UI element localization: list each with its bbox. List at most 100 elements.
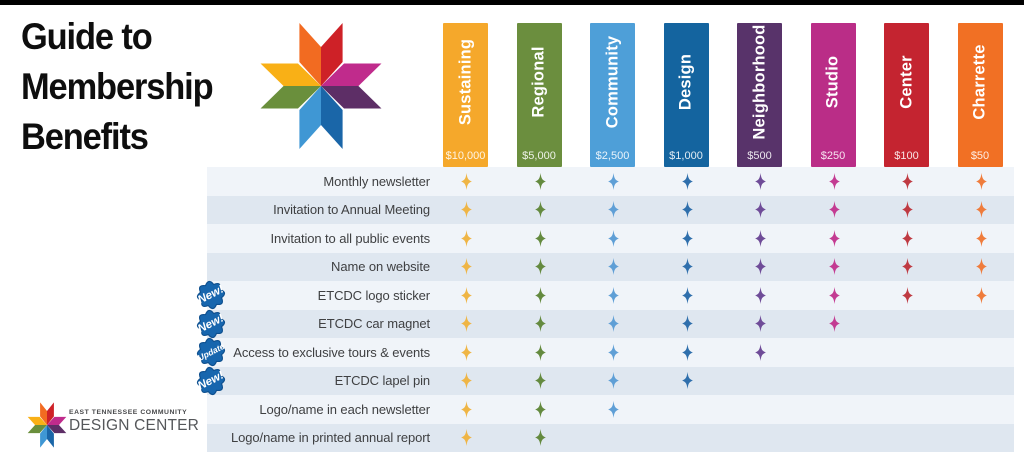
benefit-cell	[651, 424, 725, 453]
benefit-label: Access to exclusive tours & events	[233, 344, 430, 360]
tier-column-regional: Regional $5,000	[516, 23, 562, 167]
benefit-cell	[724, 310, 798, 339]
benefit-cell	[871, 224, 945, 253]
star-icon	[681, 229, 693, 247]
benefit-cell	[724, 338, 798, 367]
star-icon	[461, 372, 473, 390]
benefit-cell	[871, 167, 945, 196]
tier-price: $50	[970, 150, 990, 162]
tier-price: $1,000	[669, 150, 703, 162]
page-title-line: Guide to	[21, 16, 153, 57]
star-icon	[975, 286, 987, 304]
benefit-cell	[945, 196, 1019, 225]
badge-label: New!	[196, 368, 226, 393]
benefit-cell	[651, 281, 725, 310]
tier-column-charrette: Charrette $50	[957, 23, 1003, 167]
footer-org-title: DESIGN CENTER	[69, 417, 200, 434]
benefit-cell	[945, 224, 1019, 253]
star-icon	[828, 258, 840, 276]
benefit-label: Logo/name in printed annual report	[231, 430, 430, 446]
benefit-cell	[430, 281, 504, 310]
benefit-cell	[871, 281, 945, 310]
tier-column-community: Community $2,500	[590, 23, 635, 167]
star-icon	[534, 315, 546, 333]
star-icon	[534, 286, 546, 304]
star-icon	[681, 315, 693, 333]
benefit-cell	[430, 224, 504, 253]
new-badge: New!	[193, 306, 229, 342]
benefit-cell	[651, 395, 725, 424]
star-icon	[461, 229, 473, 247]
benefit-label: ETCDC logo sticker	[317, 287, 430, 303]
tier-price: $250	[820, 150, 846, 162]
star-icon	[681, 172, 693, 190]
star-icon	[681, 258, 693, 276]
benefit-label: ETCDC lapel pin	[334, 373, 430, 389]
benefit-cell	[577, 167, 651, 196]
benefit-cell	[430, 196, 504, 225]
badge-blob-icon	[196, 337, 226, 367]
star-icon	[828, 201, 840, 219]
star-icon	[461, 258, 473, 276]
benefit-cell	[871, 367, 945, 396]
benefit-cell	[724, 196, 798, 225]
star-icon	[828, 229, 840, 247]
etcdc-logo-small	[27, 402, 67, 448]
star-icon	[534, 229, 546, 247]
benefit-cell	[945, 310, 1019, 339]
star-icon	[608, 286, 620, 304]
benefit-label: ETCDC car magnet	[318, 316, 430, 332]
star-icon	[461, 201, 473, 219]
tier-price: $100	[894, 150, 919, 162]
footer-org-name: EAST TENNESSEE COMMUNITY	[69, 409, 188, 416]
benefit-cell	[430, 253, 504, 282]
badge-blob-icon	[196, 366, 226, 395]
etcdc-logo-large	[260, 23, 382, 149]
table-row: New! ETCDC lapel pin	[196, 366, 1014, 396]
star-icon	[461, 400, 473, 418]
benefit-cell	[430, 167, 504, 196]
benefit-cell	[430, 367, 504, 396]
star-icon	[608, 400, 620, 418]
benefit-cells	[430, 367, 1014, 396]
page-title-line: Membership	[21, 65, 214, 107]
benefit-cell	[724, 281, 798, 310]
tier-name: Center	[897, 55, 915, 109]
benefit-cells	[430, 310, 1014, 339]
benefit-label: Invitation to Annual Meeting	[273, 202, 430, 218]
benefit-cell	[724, 167, 798, 196]
benefit-cell	[577, 196, 651, 225]
benefit-cell	[504, 424, 578, 453]
benefit-cell	[504, 338, 578, 367]
benefit-label: Invitation to all public events	[270, 230, 431, 246]
benefit-cell	[651, 253, 725, 282]
tier-name: Neighborhood	[750, 24, 768, 140]
benefit-cell	[798, 424, 872, 453]
benefit-cell	[798, 395, 872, 424]
benefit-cell	[798, 167, 872, 196]
benefit-cell	[577, 338, 651, 367]
benefit-cell	[945, 281, 1019, 310]
benefit-cell	[430, 424, 504, 453]
star-icon	[975, 258, 987, 276]
tier-name: Design	[676, 53, 695, 111]
table-row: Monthly newsletter	[207, 167, 1014, 196]
benefit-cell	[504, 367, 578, 396]
tier-price: $5,000	[522, 150, 556, 162]
benefit-cell	[871, 253, 945, 282]
update-badge: Update	[193, 334, 229, 370]
tier-name: Sustaining	[456, 38, 474, 126]
benefit-cells	[430, 395, 1014, 424]
top-black-strip	[0, 0, 1024, 5]
star-icon	[755, 229, 767, 247]
star-icon	[975, 201, 987, 219]
table-row: Update Access to exclusive tours & event…	[196, 337, 1014, 367]
tier-name: Studio	[823, 55, 842, 109]
table-row: Logo/name in each newsletter	[207, 395, 1014, 424]
benefit-cell	[724, 424, 798, 453]
tier-name: Regional	[529, 46, 548, 118]
table-row: Name on website	[207, 252, 1014, 282]
star-icon	[755, 343, 767, 361]
star-icon	[755, 315, 767, 333]
